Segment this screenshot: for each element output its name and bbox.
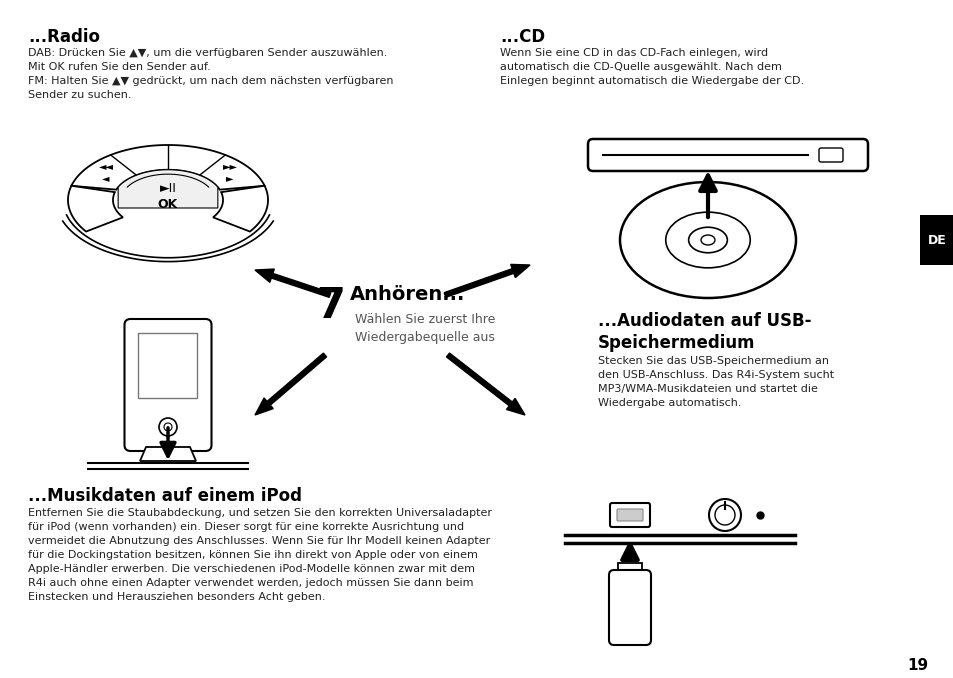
Text: ◄◄
◄: ◄◄ ◄	[98, 161, 113, 183]
Ellipse shape	[700, 235, 714, 245]
FancyBboxPatch shape	[818, 148, 842, 162]
Bar	[618, 563, 641, 575]
Text: DAB: Drücken Sie ▲▼, um die verfügbaren Sender auszuwählen.
Mit OK rufen Sie den: DAB: Drücken Sie ▲▼, um die verfügbaren …	[28, 48, 393, 100]
Text: 7: 7	[315, 285, 345, 327]
Ellipse shape	[665, 212, 749, 268]
Ellipse shape	[688, 227, 726, 253]
Circle shape	[164, 423, 172, 431]
Text: Wählen Sie zuerst Ihre
Wiedergabequelle aus: Wählen Sie zuerst Ihre Wiedergabequelle …	[355, 313, 495, 344]
Text: ...CD: ...CD	[499, 28, 544, 46]
Circle shape	[708, 499, 740, 531]
Ellipse shape	[619, 182, 795, 298]
Circle shape	[159, 418, 177, 436]
Text: ►►
►: ►► ►	[222, 161, 237, 183]
Text: Wenn Sie eine CD in das CD-Fach einlegen, wird
automatisch die CD-Quelle ausgewä: Wenn Sie eine CD in das CD-Fach einlegen…	[499, 48, 803, 86]
FancyBboxPatch shape	[919, 215, 953, 265]
Text: Entfernen Sie die Staubabdeckung, und setzen Sie den korrekten Universaladapter
: Entfernen Sie die Staubabdeckung, und se…	[28, 508, 492, 602]
Polygon shape	[118, 170, 217, 208]
Circle shape	[714, 505, 734, 525]
Polygon shape	[444, 264, 530, 298]
Polygon shape	[254, 353, 326, 415]
Polygon shape	[446, 353, 524, 415]
Text: OK: OK	[157, 199, 178, 212]
FancyBboxPatch shape	[125, 319, 212, 451]
Polygon shape	[68, 186, 123, 232]
FancyBboxPatch shape	[609, 503, 649, 527]
Text: ...Audiodaten auf USB-
Speichermedium: ...Audiodaten auf USB- Speichermedium	[598, 312, 811, 352]
Text: Stecken Sie das USB-Speichermedium an
den USB-Anschluss. Das R4i-System sucht
MP: Stecken Sie das USB-Speichermedium an de…	[598, 356, 833, 408]
Text: Anhören...: Anhören...	[350, 285, 465, 304]
Polygon shape	[71, 145, 264, 190]
FancyBboxPatch shape	[608, 570, 650, 645]
Text: ...Musikdaten auf einem iPod: ...Musikdaten auf einem iPod	[28, 487, 302, 505]
Bar	[138, 333, 197, 398]
Text: DE: DE	[926, 233, 945, 247]
Text: ...Radio: ...Radio	[28, 28, 100, 46]
Text: ►II: ►II	[159, 182, 176, 195]
Text: 19: 19	[906, 658, 927, 673]
FancyBboxPatch shape	[587, 139, 867, 171]
FancyBboxPatch shape	[617, 509, 642, 521]
Polygon shape	[254, 269, 331, 298]
Polygon shape	[213, 186, 268, 232]
Polygon shape	[140, 447, 195, 461]
